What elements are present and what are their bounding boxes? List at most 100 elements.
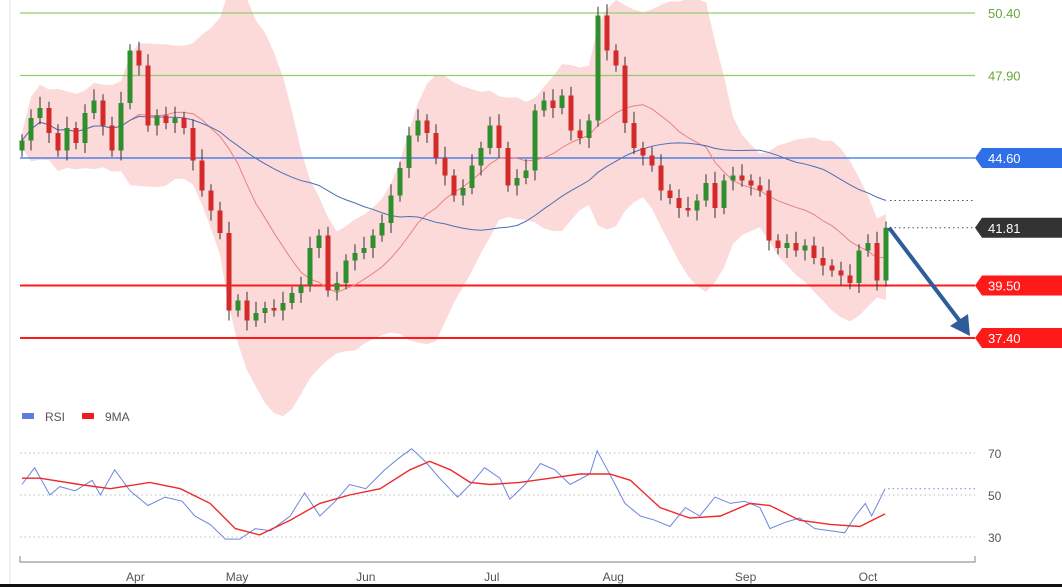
candle-body	[100, 100, 106, 126]
candle-body	[307, 248, 313, 286]
candle-body	[451, 175, 457, 196]
x-tick-label-jun: Jun	[356, 570, 375, 584]
candle	[370, 229, 376, 258]
candle	[775, 234, 781, 255]
candle-body	[856, 250, 862, 283]
support-label: 39.50	[988, 279, 1021, 294]
candle-body	[649, 155, 655, 166]
candle	[487, 116, 493, 155]
candle	[793, 231, 799, 257]
candle-body	[802, 245, 808, 251]
candle	[388, 184, 394, 233]
x-tick-label-oct: Oct	[859, 570, 878, 584]
legend-label-9ma: 9MA	[105, 410, 130, 424]
candle	[271, 299, 277, 317]
candle	[874, 231, 880, 291]
candle-body	[676, 198, 682, 208]
candle-body	[568, 95, 574, 131]
candle	[568, 86, 574, 141]
candle-body	[586, 120, 592, 138]
candle-body	[244, 300, 250, 321]
candle-body	[163, 115, 169, 123]
candle-body	[280, 303, 286, 311]
candle-body	[37, 108, 43, 118]
candle	[613, 44, 619, 72]
candle	[55, 124, 61, 157]
candle	[478, 141, 484, 176]
candle-body	[235, 300, 241, 311]
candle	[721, 174, 727, 215]
candle	[109, 116, 115, 157]
candle	[667, 184, 673, 205]
rsi-tick-label: 30	[988, 531, 1002, 545]
candle-body	[379, 223, 385, 236]
candle-body	[172, 118, 178, 123]
candle-body	[784, 243, 790, 248]
candle	[505, 141, 511, 192]
candle-body	[82, 113, 88, 143]
candle	[757, 176, 763, 197]
candle-body	[496, 125, 502, 148]
pivot-label: 44.60	[988, 151, 1021, 166]
last-price-tag	[975, 217, 1062, 238]
candle	[28, 109, 34, 151]
candle	[253, 301, 259, 327]
candle	[451, 169, 457, 202]
candle-body	[118, 103, 124, 151]
candle-body	[865, 243, 871, 251]
candle	[100, 94, 106, 136]
candle-body	[712, 183, 718, 208]
support-tag	[975, 275, 1062, 296]
candle	[559, 89, 565, 115]
price-levels	[20, 12, 975, 339]
candle	[712, 171, 718, 218]
candle-body	[658, 165, 664, 191]
candle-body	[388, 195, 394, 223]
candle	[802, 239, 808, 261]
candle	[658, 154, 664, 201]
candle	[766, 179, 772, 251]
candle	[676, 189, 682, 218]
candle	[352, 244, 358, 271]
candle	[604, 4, 610, 61]
candle-body	[55, 133, 61, 151]
x-axis-line	[19, 556, 976, 563]
candle-body	[109, 125, 115, 151]
candle	[586, 114, 592, 148]
candle-body	[262, 308, 268, 313]
resistance-label: 50.40	[988, 6, 1021, 21]
x-axis: Apr May Jun Jul Aug Sep Oct	[19, 556, 976, 584]
candle	[343, 254, 349, 290]
candle	[496, 114, 502, 158]
rsi-line	[21, 448, 886, 540]
candle	[703, 174, 709, 207]
rsi-panel: 70 50 30	[20, 447, 1002, 545]
candle	[82, 104, 88, 153]
candle-body	[874, 243, 880, 281]
candle-body	[406, 135, 412, 168]
candle	[730, 166, 736, 191]
candle-body	[217, 210, 223, 233]
candle	[577, 119, 583, 145]
candle	[145, 54, 151, 132]
candle-body	[820, 258, 826, 266]
legend-swatch-9ma	[82, 413, 94, 419]
candle-body	[613, 50, 619, 66]
candle	[91, 89, 97, 120]
candle-body	[460, 188, 466, 196]
candle-body	[226, 233, 232, 311]
candle	[307, 236, 313, 292]
candle	[217, 201, 223, 240]
candle-body	[334, 283, 340, 291]
candle	[289, 286, 295, 310]
candle-body	[253, 313, 259, 321]
candle-body	[478, 148, 484, 166]
candle-body	[73, 128, 79, 143]
candle	[424, 114, 430, 143]
rsi-tick-label: 70	[988, 447, 1002, 461]
candle	[235, 294, 241, 317]
candle-body	[595, 15, 601, 121]
last-price-label: 41.81	[988, 221, 1021, 236]
price-tags: 50.40 47.90 44.60 41.81 39.50 37.40	[975, 6, 1062, 348]
